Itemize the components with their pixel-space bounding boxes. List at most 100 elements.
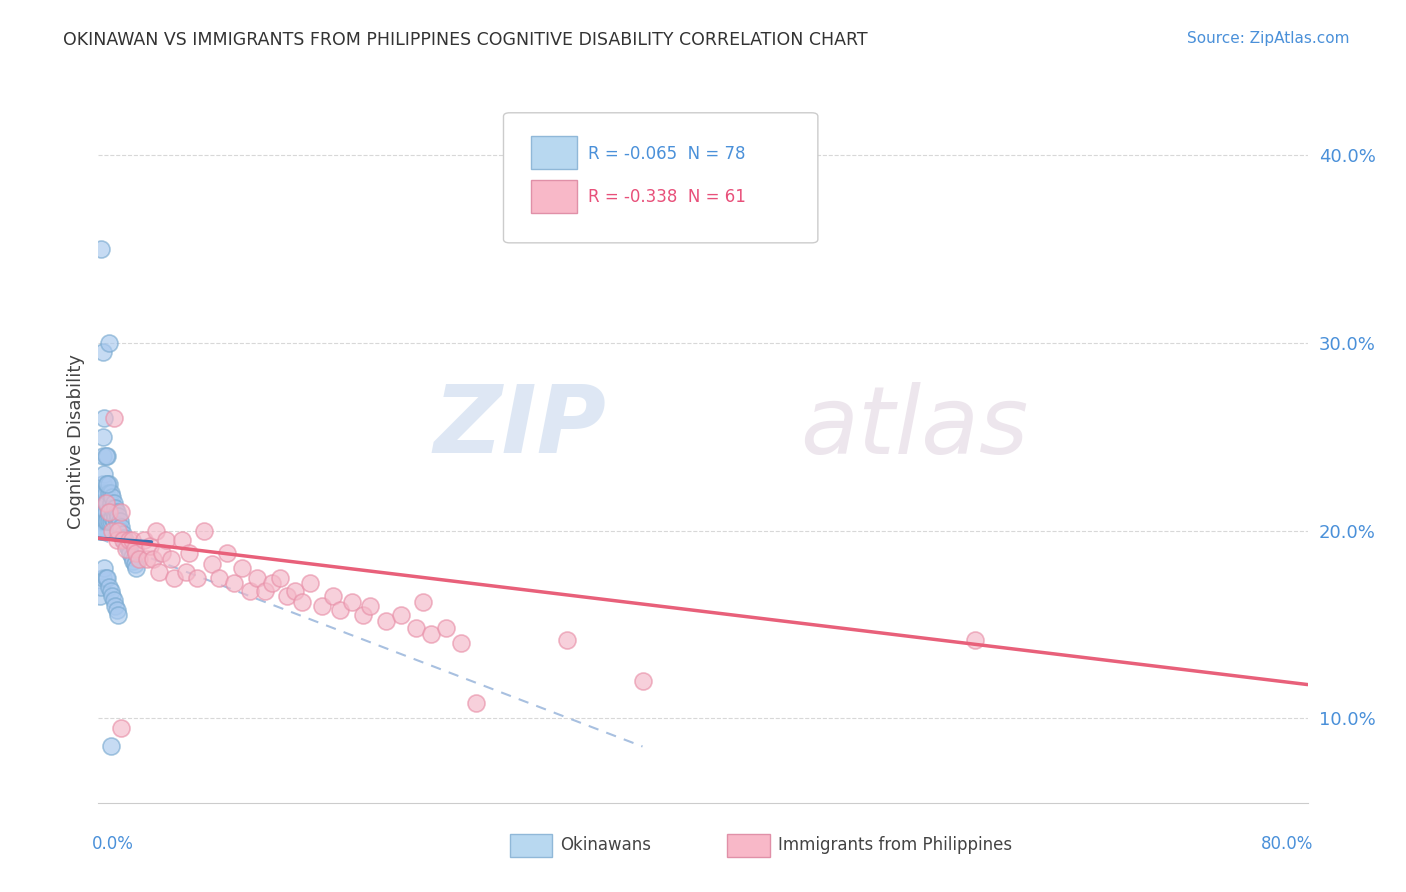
Point bbox=[111, 533, 134, 547]
Point bbox=[114, 542, 136, 557]
Point bbox=[174, 565, 197, 579]
Point bbox=[139, 539, 162, 553]
Point bbox=[94, 505, 117, 519]
Point bbox=[208, 571, 231, 585]
Point bbox=[193, 524, 215, 538]
Point bbox=[100, 514, 122, 528]
Point bbox=[135, 551, 157, 566]
Point bbox=[105, 514, 128, 528]
Point bbox=[107, 524, 129, 538]
FancyBboxPatch shape bbox=[509, 834, 551, 857]
Point bbox=[89, 495, 111, 509]
Point bbox=[93, 411, 115, 425]
Point bbox=[91, 449, 114, 463]
Point bbox=[142, 551, 165, 566]
FancyBboxPatch shape bbox=[531, 179, 578, 212]
Point bbox=[96, 571, 118, 585]
Point bbox=[215, 546, 238, 560]
Point bbox=[107, 518, 129, 533]
Point bbox=[90, 524, 112, 538]
Point bbox=[89, 524, 111, 538]
Point bbox=[311, 599, 333, 613]
Point bbox=[389, 608, 412, 623]
Point bbox=[170, 533, 193, 547]
Point bbox=[231, 561, 253, 575]
Point bbox=[412, 595, 434, 609]
Point bbox=[98, 476, 121, 491]
Point bbox=[94, 449, 117, 463]
Point bbox=[101, 590, 124, 604]
Text: 0.0%: 0.0% bbox=[93, 835, 134, 854]
Point bbox=[91, 495, 114, 509]
Point bbox=[555, 632, 578, 647]
FancyBboxPatch shape bbox=[727, 834, 769, 857]
Point bbox=[124, 558, 146, 572]
Point bbox=[186, 571, 208, 585]
Point bbox=[352, 608, 374, 623]
Point bbox=[125, 546, 148, 560]
Point bbox=[100, 486, 122, 500]
Point bbox=[96, 476, 118, 491]
Point bbox=[94, 486, 117, 500]
Point bbox=[98, 336, 121, 351]
Point bbox=[101, 490, 124, 504]
Point bbox=[90, 505, 112, 519]
Point bbox=[98, 505, 121, 519]
Point bbox=[105, 505, 128, 519]
Text: 80.0%: 80.0% bbox=[1261, 835, 1313, 854]
Point bbox=[110, 721, 132, 735]
Point bbox=[98, 505, 121, 519]
Point bbox=[465, 696, 488, 710]
Point bbox=[201, 558, 224, 572]
Point bbox=[100, 583, 122, 598]
Point bbox=[101, 524, 124, 538]
Point bbox=[122, 554, 145, 568]
Point bbox=[104, 508, 127, 523]
Point bbox=[105, 602, 128, 616]
Point bbox=[112, 531, 135, 545]
Point bbox=[360, 599, 382, 613]
Point bbox=[291, 595, 314, 609]
Point bbox=[121, 533, 143, 547]
Point bbox=[269, 571, 291, 585]
Text: Okinawans: Okinawans bbox=[561, 837, 651, 855]
Point bbox=[150, 546, 173, 560]
Point bbox=[91, 476, 114, 491]
Point bbox=[299, 576, 322, 591]
Point bbox=[104, 501, 127, 516]
Point bbox=[93, 505, 115, 519]
Point bbox=[100, 495, 122, 509]
Point bbox=[93, 467, 115, 482]
Point bbox=[108, 524, 131, 538]
Point bbox=[91, 571, 114, 585]
Point bbox=[96, 449, 118, 463]
Point bbox=[104, 599, 127, 613]
Point bbox=[93, 561, 115, 575]
Point bbox=[98, 580, 121, 594]
Point bbox=[90, 495, 112, 509]
Point bbox=[93, 514, 115, 528]
Text: Source: ZipAtlas.com: Source: ZipAtlas.com bbox=[1187, 31, 1350, 46]
FancyBboxPatch shape bbox=[531, 136, 578, 169]
Point bbox=[450, 636, 472, 650]
Point bbox=[284, 583, 307, 598]
Point bbox=[115, 539, 138, 553]
Point bbox=[111, 527, 134, 541]
Point bbox=[120, 546, 142, 560]
Point bbox=[110, 520, 132, 534]
Point bbox=[101, 510, 124, 524]
Point bbox=[94, 514, 117, 528]
Point bbox=[434, 621, 457, 635]
Point bbox=[631, 673, 654, 688]
Point bbox=[103, 505, 125, 519]
Point bbox=[93, 524, 115, 538]
Point bbox=[107, 608, 129, 623]
Point bbox=[224, 576, 246, 591]
Point bbox=[96, 476, 118, 491]
Point bbox=[94, 495, 117, 509]
Point bbox=[91, 345, 114, 359]
Point bbox=[90, 486, 112, 500]
Point bbox=[96, 495, 118, 509]
Point bbox=[105, 533, 128, 547]
Point bbox=[114, 535, 136, 549]
